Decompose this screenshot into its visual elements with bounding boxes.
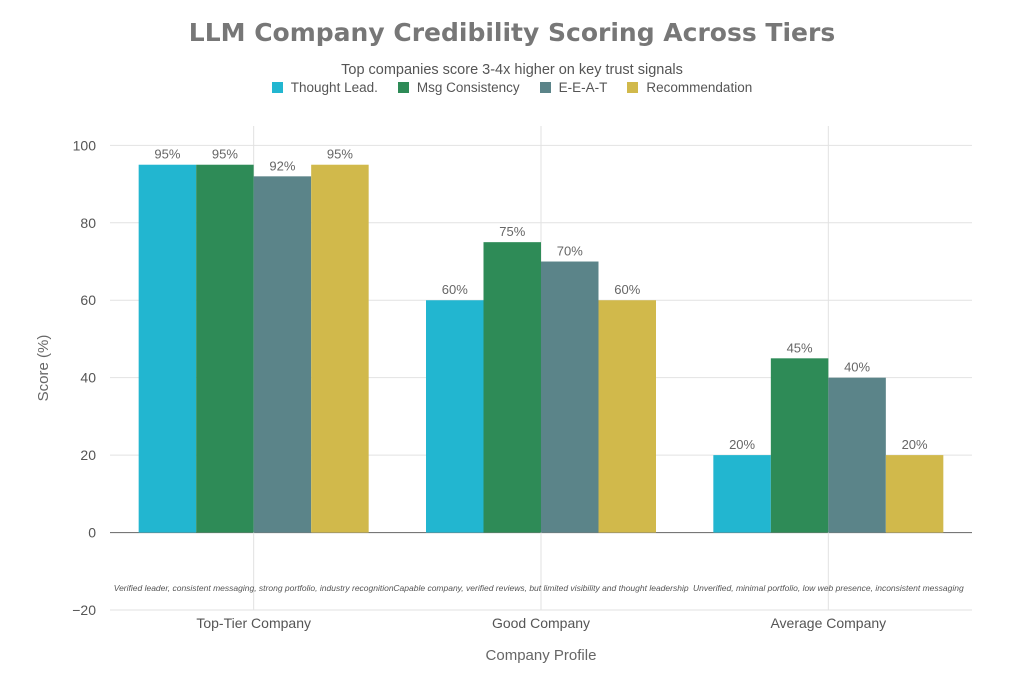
bar-data-label: 95% bbox=[154, 147, 180, 162]
x-tick-label: Good Company bbox=[492, 615, 590, 631]
y-tick-label: −20 bbox=[72, 602, 96, 618]
x-tick-label: Top-Tier Company bbox=[196, 615, 311, 631]
legend-swatch-recommendation bbox=[627, 82, 639, 93]
legend: Thought Lead. Msg Consistency E-E-A-T Re… bbox=[0, 80, 1024, 95]
bar bbox=[598, 300, 656, 533]
bar-data-label: 40% bbox=[844, 360, 870, 375]
bar bbox=[483, 242, 541, 533]
legend-item-recommendation[interactable]: Recommendation bbox=[627, 80, 752, 95]
legend-swatch-thought-lead bbox=[271, 82, 283, 93]
bar-data-label: 92% bbox=[269, 158, 295, 173]
chart-subtitle: Top companies score 3-4x higher on key t… bbox=[341, 62, 683, 78]
bar-data-label: 95% bbox=[327, 147, 353, 162]
legend-swatch-msg-consistency bbox=[397, 82, 409, 93]
legend-swatch-eeat bbox=[539, 82, 551, 93]
legend-item-eeat[interactable]: E-E-A-T bbox=[539, 80, 608, 95]
x-axis-title: Company Profile bbox=[486, 647, 597, 664]
bar-data-label: 20% bbox=[729, 437, 755, 452]
bar-data-label: 20% bbox=[902, 437, 928, 452]
y-tick-label: 80 bbox=[80, 215, 96, 231]
y-tick-label: 0 bbox=[88, 525, 96, 541]
bar-data-label: 45% bbox=[787, 340, 813, 355]
category-annotation: Unverified, minimal portfolio, low web p… bbox=[693, 583, 964, 593]
bar-data-label: 60% bbox=[442, 282, 468, 297]
y-tick-label: 20 bbox=[80, 447, 96, 463]
bar bbox=[426, 300, 484, 533]
y-tick-label: 40 bbox=[80, 370, 96, 386]
x-tick-label: Average Company bbox=[770, 615, 886, 631]
legend-label-recommendation: Recommendation bbox=[646, 80, 753, 95]
bar-data-label: 70% bbox=[557, 244, 583, 259]
category-annotation: Capable company, verified reviews, but l… bbox=[393, 583, 688, 593]
y-tick-label: 60 bbox=[80, 292, 96, 308]
legend-label-eeat: E-E-A-T bbox=[558, 80, 608, 95]
bar bbox=[713, 455, 771, 533]
bar bbox=[828, 377, 886, 533]
legend-item-msg-consistency[interactable]: Msg Consistency bbox=[397, 80, 520, 95]
bar bbox=[885, 455, 944, 533]
legend-item-thought-lead[interactable]: Thought Lead. bbox=[271, 80, 378, 95]
bar bbox=[541, 261, 599, 533]
chart-title: LLM Company Credibility Scoring Across T… bbox=[188, 18, 836, 47]
bar bbox=[196, 164, 254, 533]
legend-label-msg-consistency: Msg Consistency bbox=[416, 80, 520, 95]
bar-data-label: 75% bbox=[499, 224, 525, 239]
category-annotation: Verified leader, consistent messaging, s… bbox=[114, 583, 394, 593]
bar bbox=[253, 176, 312, 533]
y-axis-title: Score (%) bbox=[35, 335, 52, 402]
bar bbox=[770, 358, 829, 533]
bar bbox=[138, 164, 197, 533]
legend-label-thought-lead: Thought Lead. bbox=[290, 80, 378, 95]
bar-data-label: 95% bbox=[212, 147, 238, 162]
bar bbox=[311, 164, 369, 533]
y-tick-label: 100 bbox=[73, 137, 97, 153]
bar-data-label: 60% bbox=[614, 282, 640, 297]
